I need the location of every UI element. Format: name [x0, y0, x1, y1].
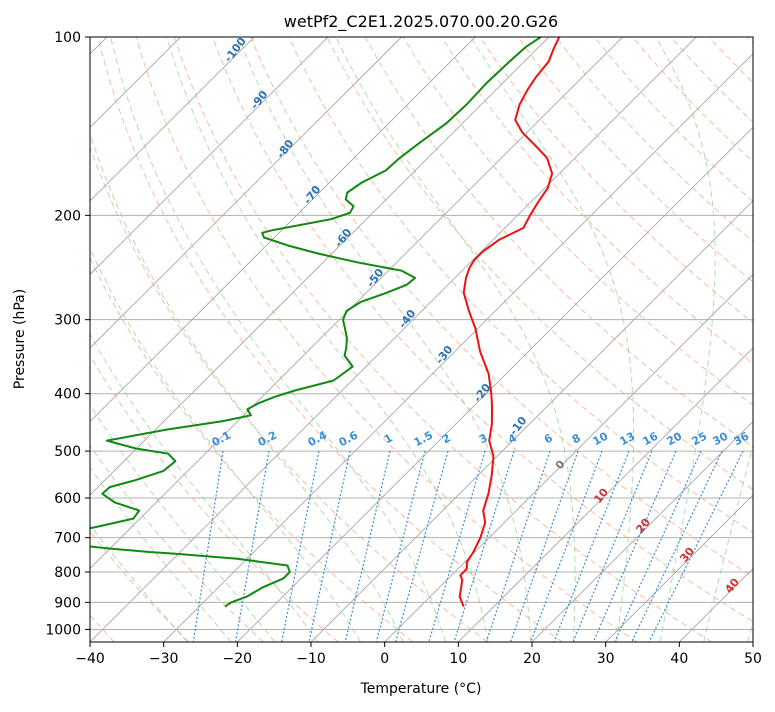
x-tick-label: −10: [296, 651, 326, 667]
x-tick-label: 20: [523, 651, 541, 667]
y-tick-label: 300: [54, 313, 81, 329]
y-tick-label: 500: [54, 444, 81, 460]
x-tick-label: 50: [744, 651, 762, 667]
x-tick-label: −20: [223, 651, 253, 667]
y-tick-label: 100: [54, 30, 81, 46]
y-axis-label: Pressure (hPa): [12, 289, 28, 389]
y-tick-label: 400: [54, 387, 81, 403]
y-tick-label: 200: [54, 208, 81, 224]
x-tick-label: 10: [449, 651, 467, 667]
y-tick-label: 900: [54, 595, 81, 611]
x-tick-label: 30: [597, 651, 615, 667]
x-tick-label: −40: [75, 651, 105, 667]
y-tick-label: 800: [54, 565, 81, 581]
x-tick-label: 40: [670, 651, 688, 667]
x-tick-label: −30: [149, 651, 179, 667]
y-tick-label: 700: [54, 531, 81, 547]
x-axis-label: Temperature (°C): [360, 681, 482, 697]
chart-title: wetPf2_C2E1.2025.070.00.20.G26: [284, 12, 558, 32]
x-tick-label: 0: [380, 651, 389, 667]
y-tick-label: 1000: [45, 622, 81, 638]
y-tick-label: 600: [54, 491, 81, 507]
